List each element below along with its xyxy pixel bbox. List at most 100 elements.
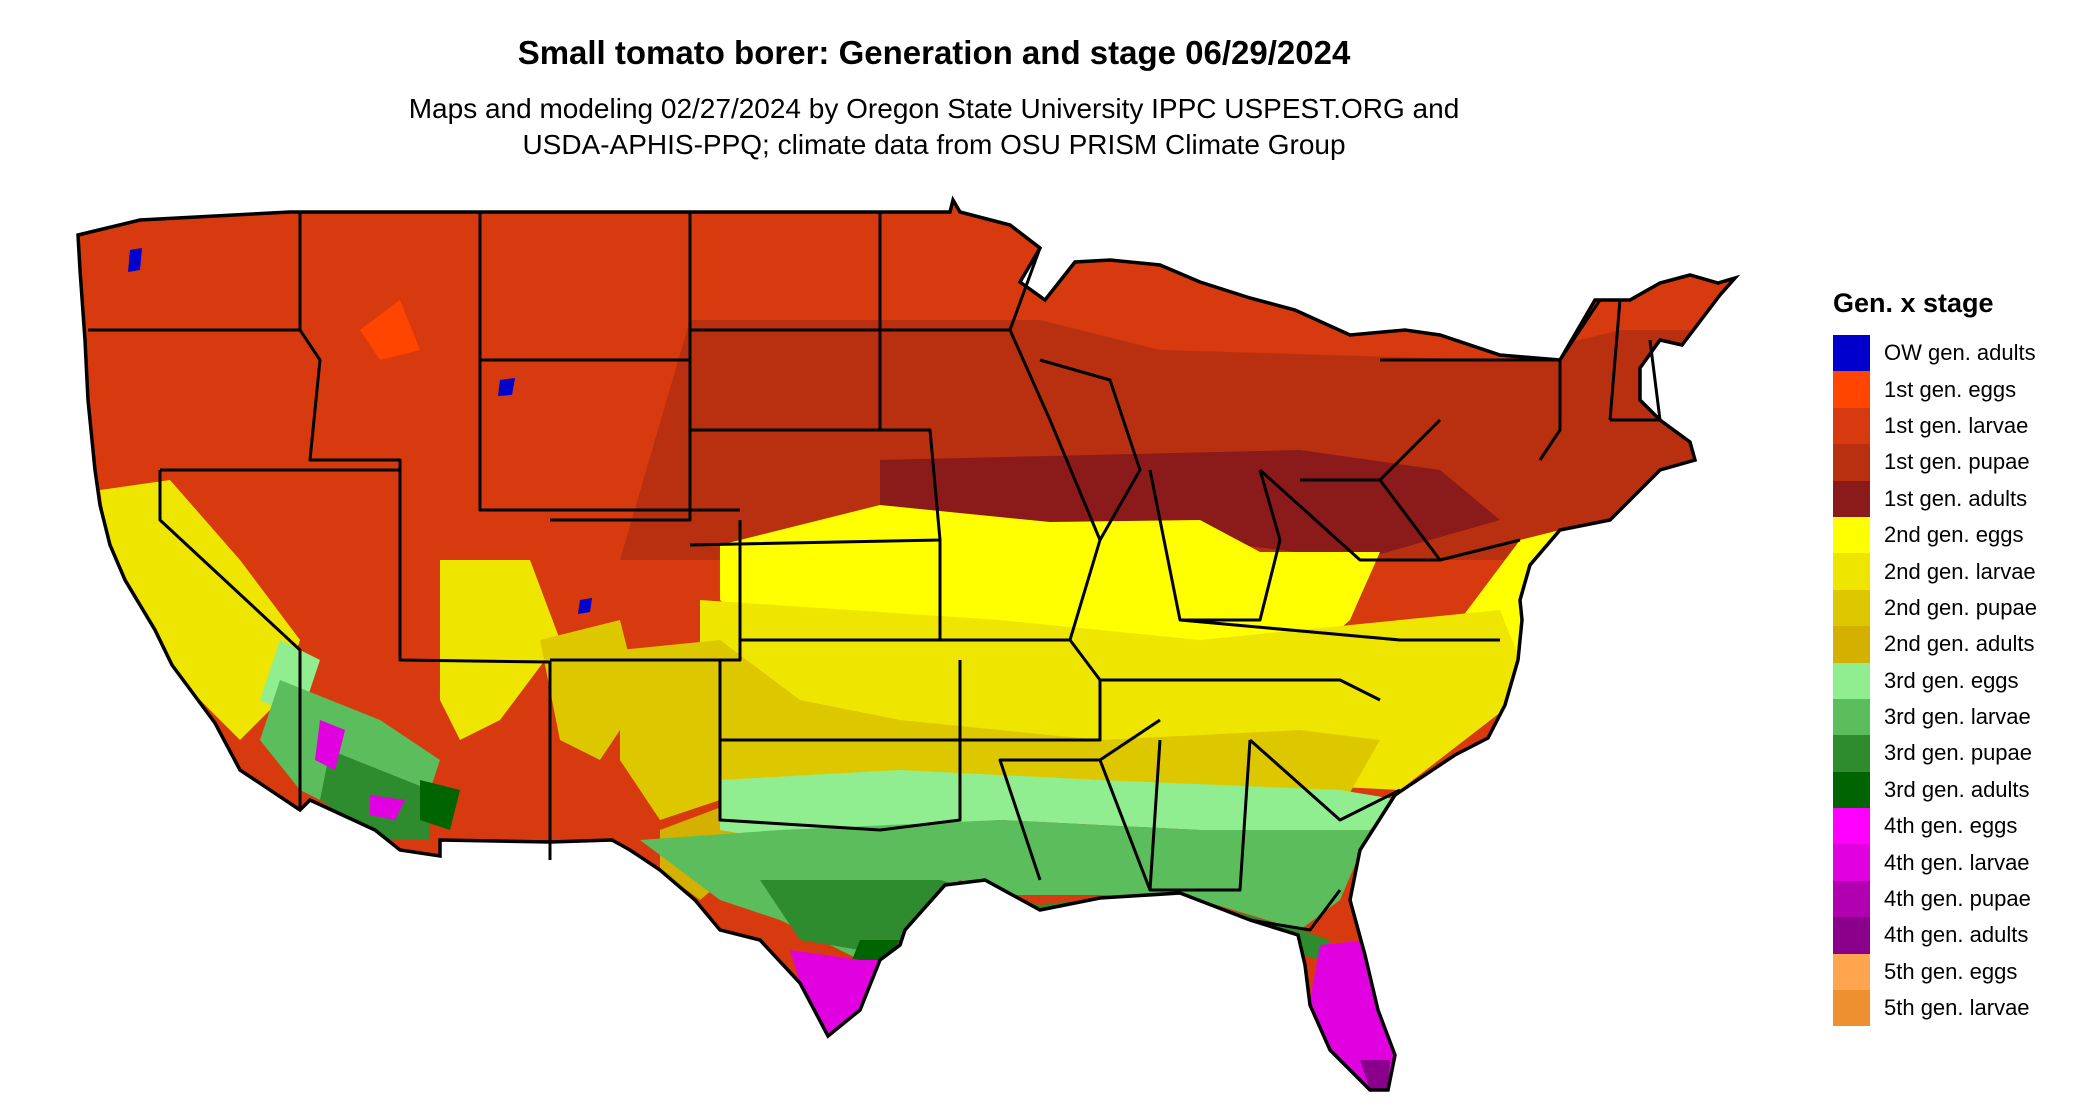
legend-item: 3rd gen. adults <box>1833 771 2093 809</box>
state-border <box>718 660 962 742</box>
legend-list: OW gen. adults 1st gen. eggs 1st gen. larv… <box>1833 335 2093 1027</box>
legend-swatch <box>1833 662 1870 699</box>
state-border <box>1610 339 1662 422</box>
state-border <box>478 360 740 512</box>
legend-label: 1st gen. eggs <box>1884 376 2017 402</box>
legend-swatch <box>1833 953 1870 991</box>
legend-item: 4th gen. pupae <box>1833 880 2093 918</box>
legend-item: OW gen. adults <box>1833 335 2093 372</box>
state-border <box>158 470 302 810</box>
map-subtitle-line1: Maps and modeling 02/27/2024 by Oregon S… <box>408 93 1460 124</box>
state-border <box>1100 678 1381 702</box>
legend-item: 1st gen. pupae <box>1833 444 2093 481</box>
legend-swatch <box>1833 480 1870 517</box>
legend-label: 4th gen. pupae <box>1884 886 2031 912</box>
stage-zone <box>720 770 1400 840</box>
legend-swatch <box>1833 844 1870 881</box>
state-border <box>880 328 1102 641</box>
legend-label: 3rd gen. adults <box>1884 776 2030 802</box>
state-border <box>1558 298 1622 421</box>
legend-item: 4th gen. larvae <box>1833 844 2093 881</box>
stage-zone <box>540 620 640 760</box>
legend-title: Gen. x stage <box>1833 288 1994 318</box>
stage-zone <box>440 560 560 740</box>
stage-zone <box>578 598 592 614</box>
legend-label: 4th gen. larvae <box>1884 849 2030 875</box>
state-border <box>478 212 692 362</box>
legend-item: 2nd gen. eggs <box>1833 516 2093 554</box>
us-generation-stage-map <box>76 198 1737 1092</box>
legend-swatch <box>1833 371 1870 408</box>
stage-zone <box>360 300 420 360</box>
state-border <box>1380 358 1562 461</box>
map-title: Small tomato borer: Generation and stage… <box>517 34 1351 71</box>
legend-label: 2nd gen. pupae <box>1884 594 2037 620</box>
legend-label: 1st gen. adults <box>1884 485 2028 511</box>
legend-label: 1st gen. larvae <box>1884 412 2029 438</box>
legend-swatch <box>1833 407 1870 445</box>
legend: Gen. x stage OW gen. adults 1st gen. eggs… <box>1833 288 2093 1027</box>
legend-swatch <box>1833 880 1870 918</box>
legend-item: 3rd gen. larvae <box>1833 698 2093 736</box>
state-border <box>1150 739 1252 892</box>
legend-swatch <box>1833 990 1870 1027</box>
legend-label: 3rd gen. pupae <box>1884 740 2033 766</box>
legend-swatch <box>1833 335 1870 372</box>
state-border <box>1258 468 1440 562</box>
legend-item: 4th gen. eggs <box>1833 808 2093 845</box>
state-border <box>1148 469 1282 622</box>
legend-item: 2nd gen. larvae <box>1833 553 2093 590</box>
legend-item: 3rd gen. eggs <box>1833 662 2093 699</box>
stage-zone <box>315 720 345 770</box>
legend-label: 2nd gen. adults <box>1884 631 2035 657</box>
stage-zone <box>1360 1060 1390 1090</box>
legend-swatch <box>1833 553 1870 590</box>
state-border <box>738 520 942 642</box>
legend-label: 5th gen. larvae <box>1884 995 2030 1021</box>
legend-swatch <box>1833 444 1870 481</box>
legend-swatch <box>1833 698 1870 736</box>
legend-label: 2nd gen. eggs <box>1884 522 2024 548</box>
legend-swatch <box>1833 626 1870 663</box>
legend-item: 4th gen. adults <box>1833 917 2093 954</box>
state-border <box>1039 358 1142 541</box>
legend-item: 5th gen. eggs <box>1833 953 2093 991</box>
state-border <box>550 320 692 522</box>
legend-item: 5th gen. larvae <box>1833 990 2093 1027</box>
stage-zone <box>880 450 1500 560</box>
state-border <box>398 460 552 860</box>
map-subtitle-line2: USDA-APHIS-PPQ; climate data from OSU PR… <box>522 129 1346 160</box>
state-border <box>998 718 1161 881</box>
stage-zone <box>420 780 460 830</box>
stage-zone <box>498 378 515 396</box>
legend-item: 2nd gen. pupae <box>1833 589 2093 627</box>
legend-label: 3rd gen. eggs <box>1884 667 2019 693</box>
stage-zone <box>370 795 405 820</box>
legend-swatch <box>1833 735 1870 772</box>
legend-swatch <box>1833 917 1870 954</box>
legend-item: 2nd gen. adults <box>1833 626 2093 663</box>
legend-label: 3rd gen. larvae <box>1884 704 2031 730</box>
stage-zone <box>128 248 142 272</box>
legend-swatch <box>1833 516 1870 554</box>
legend-swatch <box>1833 808 1870 845</box>
state-border <box>689 428 942 547</box>
state-border <box>718 740 962 832</box>
legend-item: 1st gen. adults <box>1833 480 2093 517</box>
stage-zone <box>100 480 300 740</box>
state-border <box>1179 618 1500 642</box>
state-border <box>1249 738 1401 822</box>
legend-item: 3rd gen. pupae <box>1833 735 2093 772</box>
legend-label: 5th gen. eggs <box>1884 958 2018 984</box>
state-border <box>690 328 882 432</box>
legend-label: 4th gen. eggs <box>1884 813 2018 839</box>
legend-label: 4th gen. adults <box>1884 922 2029 948</box>
legend-label: 1st gen. pupae <box>1884 449 2030 475</box>
legend-label: 2nd gen. larvae <box>1884 558 2036 584</box>
legend-item: 1st gen. eggs <box>1833 371 2093 408</box>
state-border <box>1249 889 1342 932</box>
legend-label: OW gen. adults <box>1884 340 2036 366</box>
legend-swatch <box>1833 771 1870 809</box>
legend-item: 1st gen. larvae <box>1833 407 2093 445</box>
legend-swatch <box>1833 589 1870 627</box>
